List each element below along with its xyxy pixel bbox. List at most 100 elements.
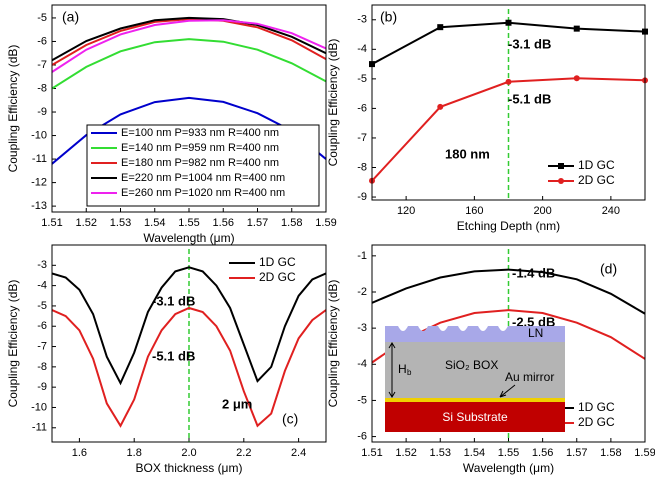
annotation: -5.1 dB	[508, 91, 551, 106]
legend-label: 2D GC	[578, 415, 615, 429]
series-line	[372, 268, 645, 315]
point	[505, 19, 512, 26]
box-layer	[385, 342, 565, 398]
y-axis-label: Coupling Efficiency (dB)	[326, 280, 340, 408]
x-axis-label: BOX thickness (μm)	[136, 461, 243, 475]
y-tick-label: -6	[37, 320, 47, 332]
plot-frame	[371, 4, 646, 201]
y-tick-label: -8	[37, 82, 47, 94]
substrate-layer	[385, 402, 565, 432]
x-tick-label: 1.58	[281, 217, 302, 229]
x-axis-label: Wavelength (μm)	[463, 461, 554, 475]
point	[573, 75, 580, 82]
annotation: -5.1 dB	[152, 348, 195, 363]
annotation: 180 nm	[445, 146, 490, 161]
x-tick-label: 1.53	[430, 447, 451, 459]
y-tick-label: -11	[32, 422, 47, 434]
plot-frame	[371, 244, 646, 443]
y-tick-label: -6	[37, 35, 47, 47]
inset-label: Si Substrate	[442, 410, 508, 424]
legend-label: 1D GC	[259, 255, 296, 269]
x-tick-label: 120	[397, 205, 415, 217]
x-tick-label: 1.52	[76, 217, 97, 229]
mirror-pointer	[499, 384, 516, 398]
legend-label: 1D GC	[578, 400, 615, 414]
annotation: (c)	[282, 411, 298, 427]
point	[437, 24, 444, 31]
x-tick-label: 1.56	[213, 217, 234, 229]
y-tick-label: -7	[37, 59, 47, 71]
point	[437, 103, 444, 110]
x-tick-label: 240	[602, 205, 620, 217]
y-tick-label: -10	[31, 401, 47, 413]
x-tick-label: 1.8	[127, 447, 142, 459]
x-tick-label: 1.54	[144, 217, 165, 229]
inset-label: H	[398, 362, 407, 376]
y-tick-label: -11	[32, 153, 47, 165]
x-tick-label: 1.57	[566, 447, 587, 459]
annotation: (d)	[600, 261, 617, 277]
legend-label: E=220 nm P=1004 nm R=400 nm	[121, 172, 285, 184]
x-tick-label: 1.59	[634, 447, 655, 459]
y-tick-label: -3	[357, 14, 367, 26]
y-tick-label: -10	[31, 129, 47, 141]
y-tick-label: -9	[357, 191, 367, 203]
y-tick-label: -9	[37, 381, 47, 393]
annotation: -1.4 dB	[512, 265, 555, 280]
annotation: -3.1 dB	[152, 293, 195, 308]
y-tick-label: -3	[357, 322, 367, 334]
x-tick-label: 2.2	[236, 447, 251, 459]
y-tick-label: -8	[37, 361, 47, 373]
y-tick-label: -7	[37, 340, 47, 352]
y-tick-label: -4	[357, 43, 367, 55]
plot-frame	[51, 4, 327, 213]
y-axis-label: Coupling Efficiency (dB)	[6, 45, 20, 173]
annotation: (b)	[380, 9, 397, 25]
y-tick-label: -5	[37, 12, 47, 24]
inset-label: b	[407, 368, 412, 377]
legend-label: E=180 nm P=982 nm R=400 nm	[121, 157, 279, 169]
legend-marker	[558, 163, 564, 169]
legend-box	[86, 124, 320, 207]
plot-frame	[51, 244, 327, 443]
y-axis-label: Coupling Efficiency (dB)	[6, 280, 20, 408]
inset-label: LN	[528, 326, 543, 340]
x-tick-label: 1.53	[110, 217, 131, 229]
x-axis-label: Wavelength (μm)	[143, 231, 234, 245]
annotation: (a)	[62, 9, 79, 25]
legend-label: 1D GC	[578, 158, 615, 172]
x-tick-label: 1.54	[464, 447, 485, 459]
y-tick-label: -9	[37, 106, 47, 118]
y-tick-label: -7	[357, 132, 367, 144]
legend-label: 2D GC	[259, 270, 296, 284]
inset-label: Au mirror	[505, 370, 554, 384]
legend-label: E=260 nm P=1020 nm R=400 nm	[121, 187, 285, 199]
x-tick-label: 1.52	[395, 447, 416, 459]
annotation: -3.1 dB	[508, 36, 551, 51]
y-tick-label: -3	[37, 259, 47, 271]
y-tick-label: -4	[357, 358, 367, 370]
legend-marker	[558, 178, 564, 184]
x-tick-label: 1.57	[247, 217, 268, 229]
legend-label: 2D GC	[578, 173, 615, 187]
annotation: -2.5 dB	[512, 314, 555, 329]
series-line	[52, 16, 326, 62]
y-axis-label: Coupling Efficiency (dB)	[326, 39, 340, 167]
x-tick-label: 2.0	[181, 447, 196, 459]
x-tick-label: 1.51	[41, 217, 62, 229]
series-line	[52, 266, 326, 386]
y-tick-label: -8	[357, 161, 367, 173]
y-tick-label: -5	[357, 394, 367, 406]
x-tick-label: 160	[465, 205, 483, 217]
series-line	[52, 19, 326, 73]
x-tick-label: 2.4	[291, 447, 306, 459]
y-tick-label: -12	[31, 177, 47, 189]
inset-diagram: LN H b SiO₂ BOX Au mirror Si Substrate	[385, 326, 565, 432]
point	[505, 78, 512, 85]
x-tick-label: 1.6	[72, 447, 87, 459]
x-axis-label: Etching Depth (nm)	[457, 219, 560, 233]
x-tick-label: 1.55	[178, 217, 199, 229]
inset-label: SiO₂ BOX	[445, 358, 498, 372]
